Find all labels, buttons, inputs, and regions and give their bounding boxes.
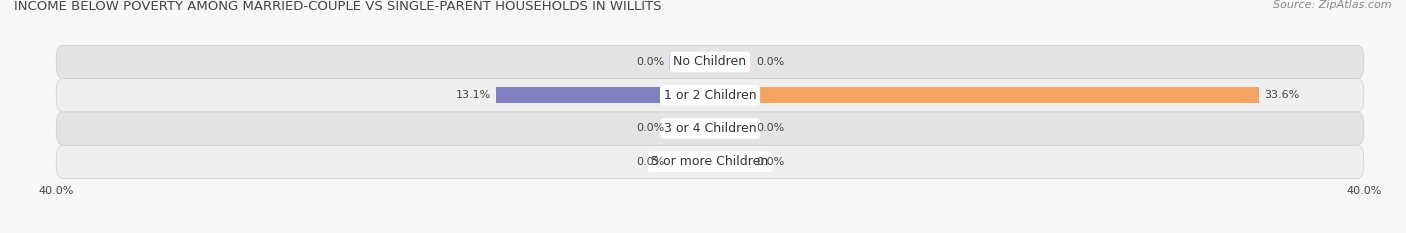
Bar [710, 154, 751, 170]
Bar [710, 120, 751, 137]
Text: 5 or more Children: 5 or more Children [651, 155, 769, 168]
Bar [710, 54, 751, 70]
Text: INCOME BELOW POVERTY AMONG MARRIED-COUPLE VS SINGLE-PARENT HOUSEHOLDS IN WILLITS: INCOME BELOW POVERTY AMONG MARRIED-COUPL… [14, 0, 662, 13]
Text: 0.0%: 0.0% [756, 157, 785, 167]
FancyBboxPatch shape [56, 45, 1364, 79]
Bar [496, 87, 710, 103]
Text: 0.0%: 0.0% [636, 57, 664, 67]
Bar [669, 54, 710, 70]
Text: 0.0%: 0.0% [636, 157, 664, 167]
FancyBboxPatch shape [56, 145, 1364, 178]
Text: 0.0%: 0.0% [636, 123, 664, 134]
Text: 3 or 4 Children: 3 or 4 Children [664, 122, 756, 135]
Bar [669, 154, 710, 170]
Text: 33.6%: 33.6% [1264, 90, 1299, 100]
Text: Source: ZipAtlas.com: Source: ZipAtlas.com [1274, 0, 1392, 10]
Bar [669, 120, 710, 137]
Text: 1 or 2 Children: 1 or 2 Children [664, 89, 756, 102]
Text: 0.0%: 0.0% [756, 57, 785, 67]
Text: 13.1%: 13.1% [456, 90, 491, 100]
Text: 0.0%: 0.0% [756, 123, 785, 134]
Bar [710, 87, 1260, 103]
Text: No Children: No Children [673, 55, 747, 69]
FancyBboxPatch shape [56, 112, 1364, 145]
FancyBboxPatch shape [56, 79, 1364, 112]
